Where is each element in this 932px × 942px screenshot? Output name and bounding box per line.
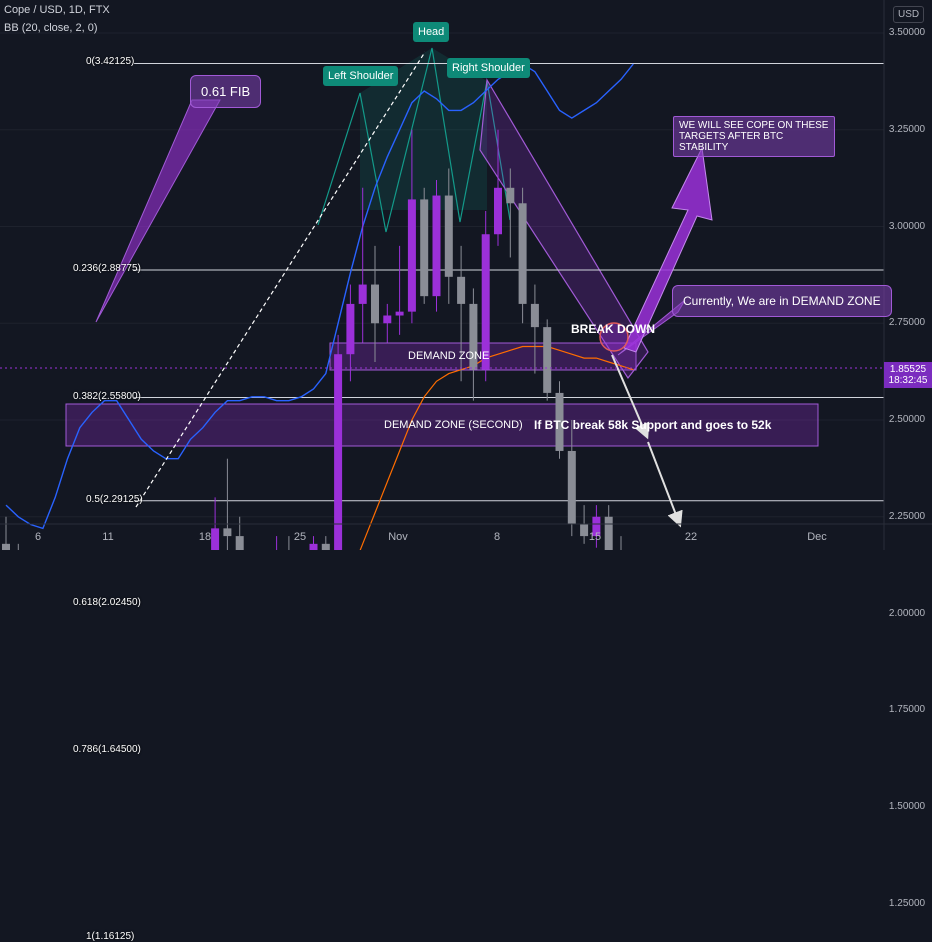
candles: [2, 129, 622, 550]
candle-bearish: [420, 199, 429, 297]
right-shoulder-label: Right Shoulder: [447, 58, 530, 78]
x-tick-label: Dec: [807, 531, 827, 543]
head-shoulders-area: [360, 48, 487, 210]
candle-bearish: [235, 536, 244, 550]
candle-bearish: [321, 543, 330, 550]
fib-level-label: 0(3.42125): [86, 56, 135, 68]
price-badge-countdown: 18:32:45: [888, 375, 928, 386]
currency-button[interactable]: USD: [893, 6, 925, 23]
demand-zone-label: DEMAND ZONE: [408, 350, 490, 362]
indicator-label[interactable]: BB (20, close, 2, 0): [4, 22, 98, 34]
candle-bullish: [494, 187, 502, 235]
candle-bearish: [580, 524, 589, 537]
demand-zone-second-label: DEMAND ZONE (SECOND): [384, 419, 523, 431]
targets-note: WE WILL SEE COPE ON THESE TARGETS AFTER …: [673, 116, 835, 157]
x-tick-label: 25: [293, 531, 307, 543]
y-tick-label: 2.00000: [888, 607, 926, 619]
fib-level-label: 0.236(2.88775): [73, 262, 141, 274]
candle-bullish: [432, 195, 441, 297]
fib-level-label: 0.618(2.02450): [73, 597, 141, 609]
candle-bearish: [506, 187, 515, 204]
breakdown-circle: [599, 322, 629, 352]
y-tick-label: 2.25000: [888, 510, 926, 522]
bb-basis-line: [359, 345, 634, 550]
y-tick-label: 2.50000: [888, 414, 926, 425]
fib-level-label: 0.382(2.55800): [73, 390, 141, 402]
candle-bearish: [469, 303, 478, 370]
candle-bearish: [444, 195, 453, 277]
y-tick-label: 3.50000: [888, 27, 926, 38]
candle-bearish: [530, 303, 539, 328]
candle-bullish: [383, 315, 392, 324]
candle-bullish: [309, 543, 318, 550]
x-tick-label: 15: [588, 531, 602, 543]
x-tick-label: 8: [493, 531, 501, 543]
y-tick-label: 3.00000: [888, 220, 926, 232]
breakdown-arrow-2: [647, 441, 683, 528]
x-tick-label: 11: [102, 531, 114, 543]
fib-trendline: [135, 51, 426, 508]
price-chart[interactable]: [0, 0, 932, 550]
fib-callout: 0.61 FIB: [190, 75, 262, 108]
candle-bullish: [592, 516, 601, 537]
breakdown-arrow-1: [611, 354, 650, 440]
price-badge: 1.85525 18:32:45: [884, 362, 932, 388]
breakdown-label: BREAK DOWN: [571, 322, 655, 336]
candle-bullish: [334, 354, 343, 550]
price-badge-value: 1.85525: [889, 364, 927, 375]
candle-bearish: [371, 284, 379, 324]
candle-bearish: [2, 543, 10, 550]
descending-channel: [479, 78, 649, 380]
x-tick-label: 22: [684, 531, 698, 543]
candle-bearish: [543, 327, 552, 393]
fib-callout-pointer: [95, 99, 221, 323]
left-shoulder-label: Left Shoulder: [323, 66, 399, 86]
candle-bullish: [395, 311, 404, 316]
candle-bearish: [518, 203, 527, 304]
candle-bearish: [604, 516, 613, 550]
y-tick-label: 3.25000: [888, 123, 926, 135]
bb-upper-band: [5, 63, 634, 530]
btc-note: If BTC break 58k Support and goes to 52k: [534, 418, 772, 432]
candle-bearish: [223, 528, 232, 537]
demand-note: Currently, We are in DEMAND ZONE: [672, 285, 892, 317]
fib-levels: [134, 62, 884, 502]
fib-level-label: 0.786(1.64500): [73, 743, 141, 755]
candle-bearish: [555, 392, 564, 451]
x-tick-label: 18: [198, 531, 212, 543]
target-up-arrow: [623, 146, 713, 353]
x-tick-label: 6: [34, 531, 42, 543]
candle-bullish: [211, 528, 220, 550]
candle-bullish: [346, 303, 355, 355]
y-tick-label: 1.75000: [888, 704, 926, 716]
head-label: Head: [413, 22, 450, 42]
candle-bearish: [567, 450, 576, 525]
candle-bullish: [481, 234, 490, 370]
y-tick-label: 1.25000: [888, 897, 926, 909]
x-tick-label: Nov: [388, 531, 408, 543]
candle-bearish: [457, 276, 466, 304]
y-tick-label: 1.50000: [888, 801, 926, 812]
symbol-title[interactable]: Cope / USD, 1D, FTX: [4, 4, 110, 16]
candle-bullish: [407, 199, 416, 312]
y-tick-label: 2.75000: [888, 317, 926, 329]
fib-level-label: 1(1.16125): [86, 931, 135, 942]
fib-level-label: 0.5(2.29125): [86, 493, 143, 505]
candle-bullish: [358, 284, 367, 304]
